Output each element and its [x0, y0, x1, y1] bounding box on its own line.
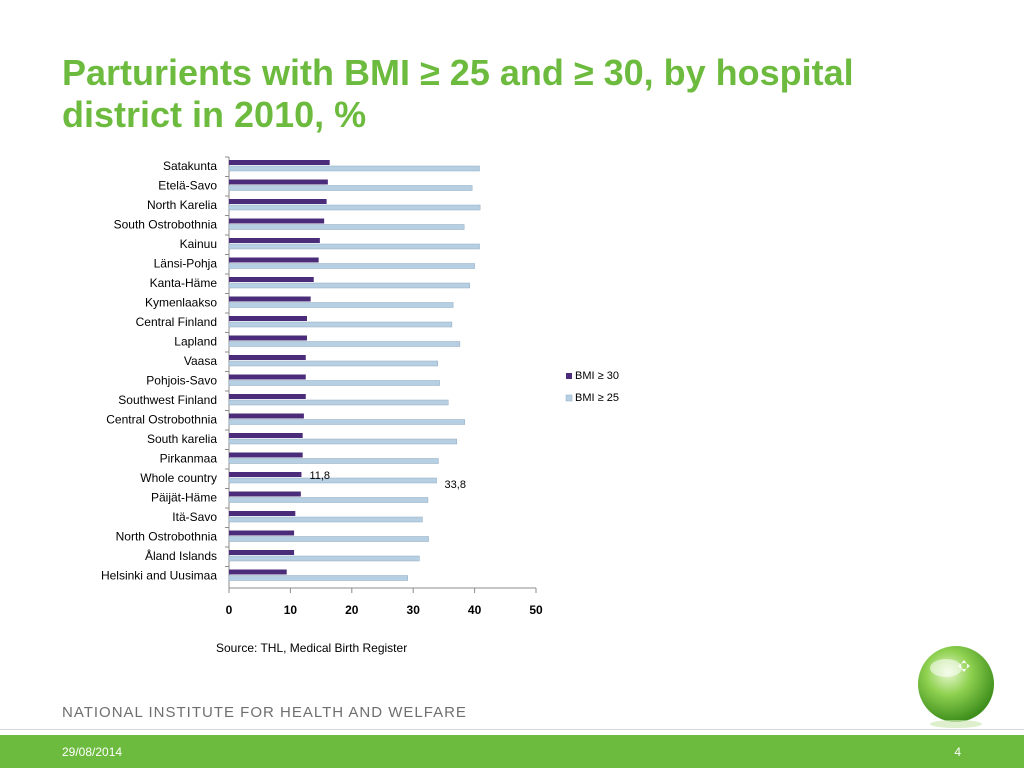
category-label: North Karelia [147, 198, 217, 212]
category-label: Pohjois-Savo [146, 374, 217, 388]
category-label: South karelia [147, 432, 217, 446]
bar-bmi25 [228, 341, 461, 347]
bar-bmi30 [229, 160, 330, 165]
category-label: Helsinki and Uusimaa [101, 569, 217, 583]
legend-swatch [566, 373, 572, 379]
bar-bmi30 [229, 491, 301, 497]
legend-swatch [565, 394, 573, 402]
category-label: North Ostrobothnia [116, 530, 218, 544]
category-label: Lapland [174, 335, 217, 349]
bar-bmi30 [229, 413, 304, 419]
bar-bmi25 [228, 438, 458, 445]
bar-bmi30 [229, 374, 306, 380]
bar-bmi25 [228, 185, 473, 191]
footer-date: 29/08/2014 [62, 745, 123, 759]
data-label: 33,8 [445, 479, 466, 491]
category-label: Kanta-Häme [150, 276, 218, 290]
x-tick-label: 40 [468, 603, 482, 617]
bar-bmi30 [229, 569, 287, 575]
bar-bmi25 [228, 536, 429, 542]
x-tick-label: 0 [226, 603, 233, 617]
bar-bmi25 [228, 243, 480, 250]
globe-logo-icon [918, 646, 994, 728]
bar-bmi25 [228, 165, 480, 172]
bar-bmi25 [228, 477, 437, 484]
bar-bmi30 [229, 238, 320, 243]
bar-bmi25 [228, 380, 440, 386]
bar-bmi30 [229, 296, 311, 302]
category-label: Vaasa [184, 354, 217, 368]
x-tick-label: 10 [284, 603, 298, 617]
category-label: Länsi-Pohja [154, 257, 218, 271]
category-label: Kainuu [180, 237, 217, 251]
bar-bmi25 [228, 419, 466, 425]
slide-title: Parturients with BMI ≥ 25 and ≥ 30, by h… [62, 52, 854, 135]
bar-bmi25 [228, 360, 439, 367]
bar-bmi30 [229, 452, 303, 458]
bar-bmi25 [228, 516, 423, 523]
x-tick-label: 50 [529, 603, 543, 617]
page-number: 4 [954, 745, 961, 759]
bar-bmi30 [229, 394, 306, 399]
legend-label: BMI ≥ 30 [575, 370, 619, 382]
bar-bmi30 [229, 433, 303, 438]
category-label: Satakunta [163, 159, 217, 173]
legend-label: BMI ≥ 25 [575, 392, 619, 404]
x-tick-label: 30 [407, 603, 421, 617]
bar-bmi25 [228, 399, 449, 406]
bar-bmi30 [229, 199, 327, 204]
category-label: Päijät-Häme [151, 491, 217, 505]
bar-bmi25 [228, 497, 429, 503]
category-label: Etelä-Savo [158, 179, 217, 193]
bar-bmi30 [229, 277, 314, 282]
category-label: Central Ostrobothnia [106, 413, 217, 427]
bar-bmi25 [228, 204, 481, 211]
bar-bmi30 [229, 316, 307, 321]
organization-name: NATIONAL INSTITUTE FOR HEALTH AND WELFAR… [62, 704, 467, 721]
category-label: Southwest Finland [118, 393, 217, 407]
category-label: Whole country [140, 471, 217, 485]
bar-bmi25 [228, 321, 453, 328]
bar-bmi25 [228, 282, 470, 289]
bar-bmi25 [228, 302, 454, 308]
bar-bmi30 [229, 511, 296, 516]
bar-bmi25 [228, 555, 420, 562]
bar-bmi25 [228, 263, 475, 269]
category-label: Central Finland [136, 315, 217, 329]
x-tick-label: 20 [345, 603, 359, 617]
bar-bmi25 [228, 224, 465, 230]
bar-bmi25 [228, 575, 408, 581]
category-label: South Ostrobothnia [114, 218, 218, 232]
footer-divider [0, 729, 1024, 730]
category-label: Kymenlaakso [145, 296, 217, 310]
bar-bmi30 [229, 355, 306, 360]
category-label: Åland Islands [145, 548, 217, 563]
source-note: Source: THL, Medical Birth Register [216, 641, 408, 655]
bar-bmi30 [229, 472, 302, 477]
bar-bmi30 [229, 335, 307, 341]
bar-bmi30 [229, 530, 295, 536]
category-label: Pirkanmaa [160, 452, 218, 466]
bar-bmi25 [228, 458, 439, 464]
category-label: Itä-Savo [172, 510, 217, 524]
bar-bmi30 [229, 257, 319, 263]
footer-bar: 29/08/2014 4 [0, 735, 1024, 768]
bar-bmi30 [229, 550, 295, 555]
data-label: 11,8 [309, 470, 330, 482]
bar-bmi30 [229, 179, 328, 185]
bar-bmi30 [229, 218, 325, 224]
